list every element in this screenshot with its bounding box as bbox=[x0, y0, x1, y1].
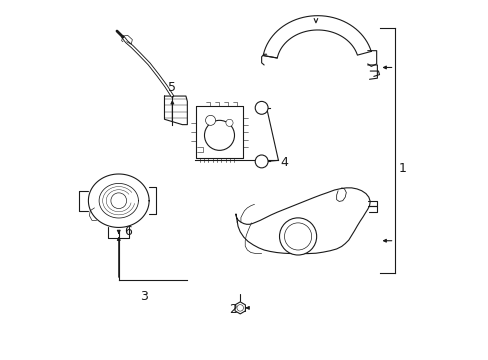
Circle shape bbox=[279, 218, 316, 255]
Circle shape bbox=[204, 120, 234, 150]
Circle shape bbox=[225, 119, 233, 126]
Circle shape bbox=[255, 102, 267, 114]
Text: 4: 4 bbox=[280, 156, 287, 169]
Text: 1: 1 bbox=[398, 162, 406, 175]
Text: 3: 3 bbox=[140, 290, 148, 303]
Circle shape bbox=[255, 155, 267, 168]
Text: 6: 6 bbox=[123, 225, 131, 238]
Text: 2: 2 bbox=[228, 303, 236, 316]
Text: 5: 5 bbox=[168, 81, 176, 94]
Circle shape bbox=[205, 115, 215, 125]
